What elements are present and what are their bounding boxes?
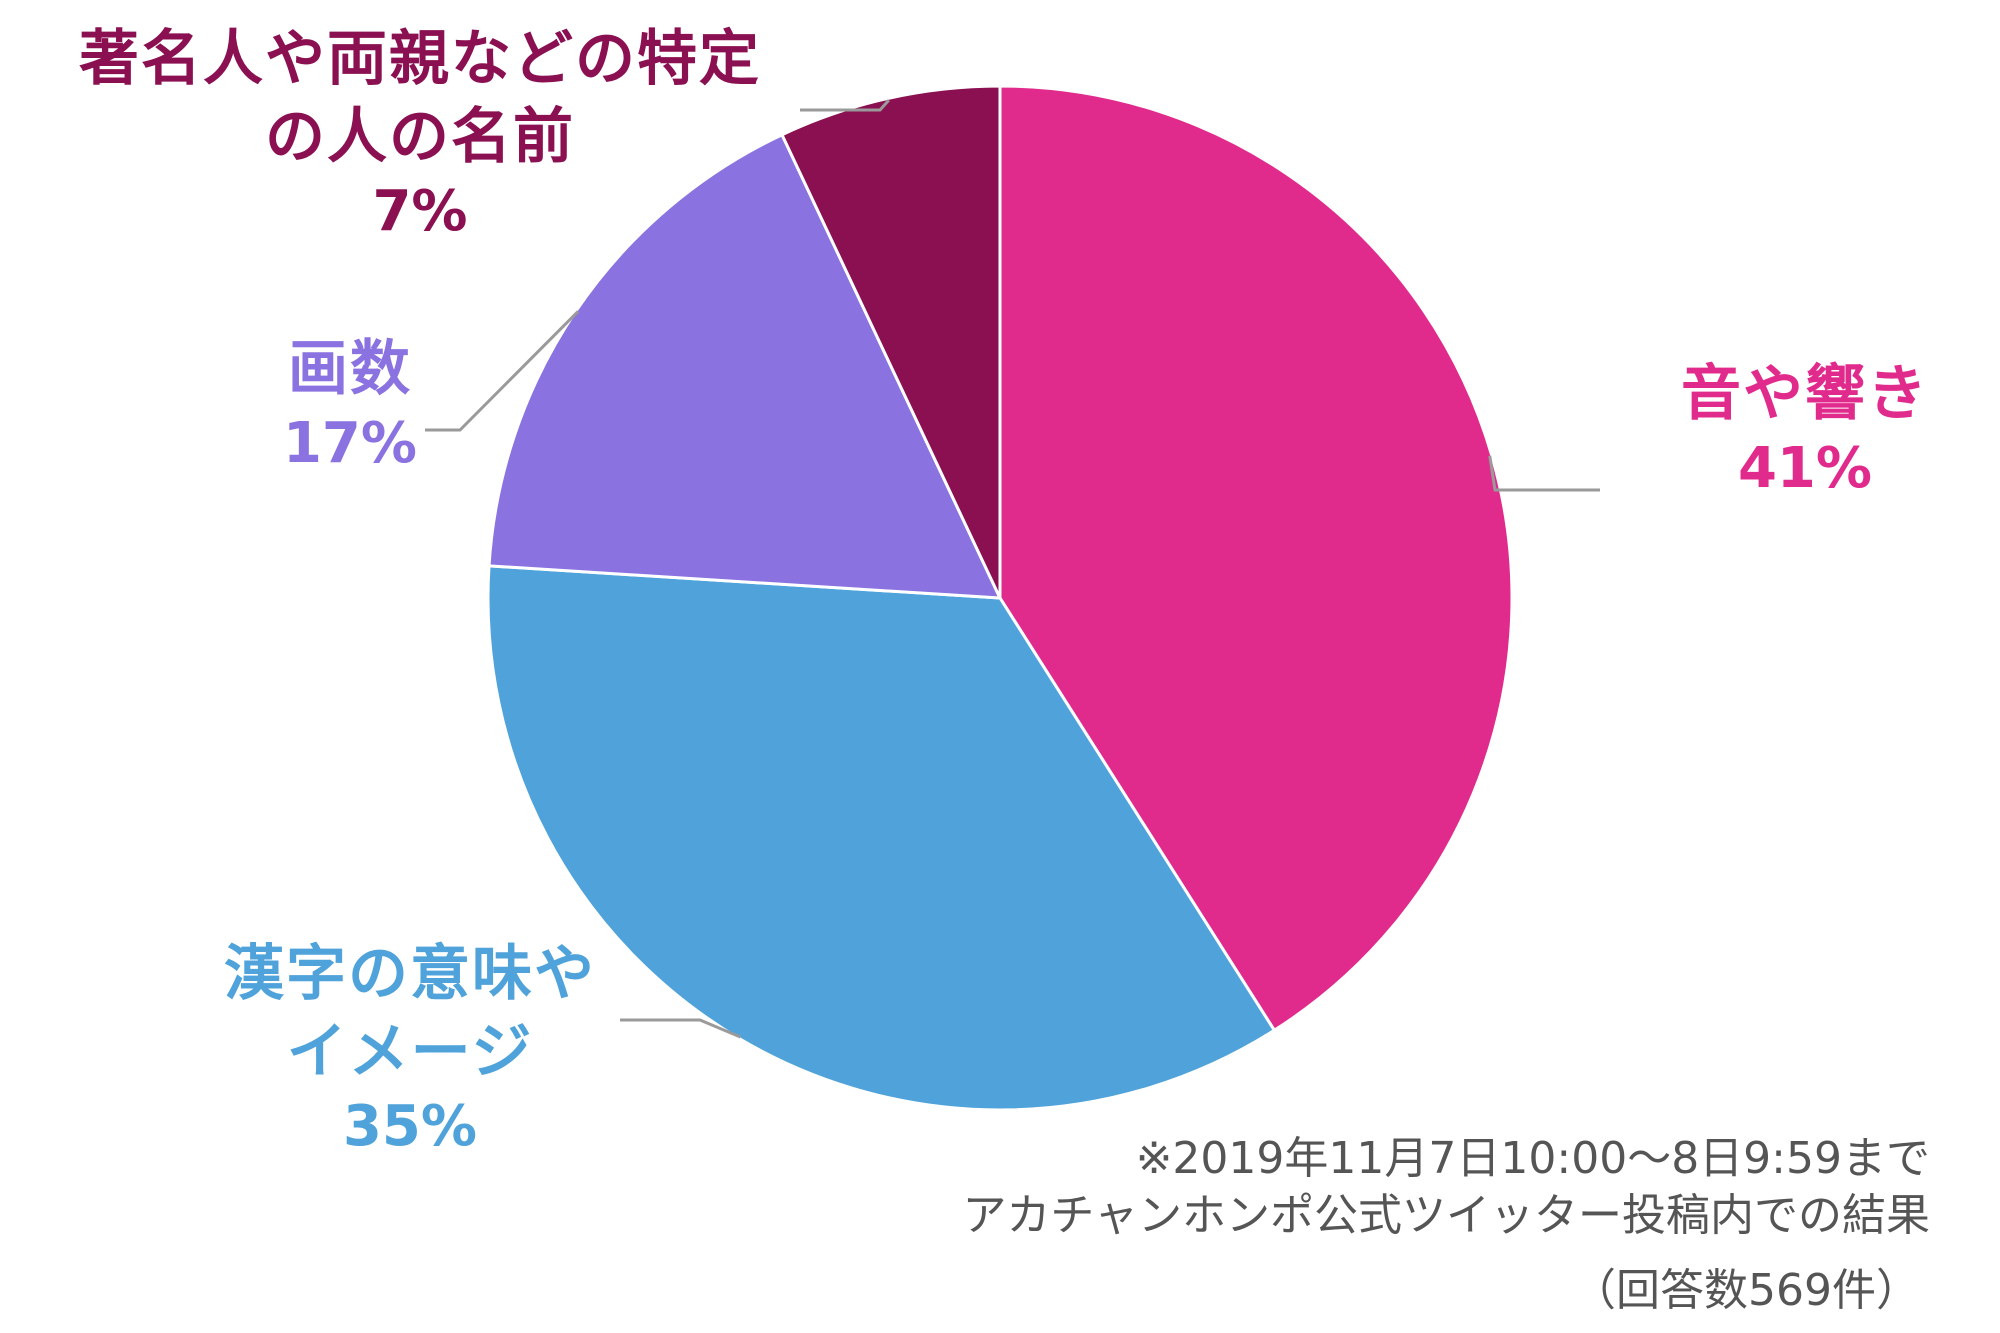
slice-label-strokes-value: 17% — [282, 411, 418, 476]
survey-note: ※2019年11月7日10:00～8日9:59まで アカチャンホンポ公式ツイッタ… — [962, 1130, 1930, 1320]
slice-label-kanji-meaning: 漢字の意味や イメージ 35% — [170, 935, 650, 1164]
leader-line-strokes — [425, 310, 580, 432]
pie-slice-specific-person — [780, 84, 1002, 599]
pie-slice-kanji-meaning — [486, 564, 1277, 1112]
slice-label-specific-person-value: 7% — [372, 179, 468, 244]
slice-label-sound-value: 41% — [1737, 436, 1873, 501]
leader-line-specific-person — [800, 99, 890, 112]
slice-label-specific-person-name-1: 著名人や両親などの特定 — [79, 24, 761, 94]
pie-slice-sound — [998, 84, 1514, 1033]
slice-label-kanji-meaning-value: 35% — [342, 1094, 478, 1159]
slice-label-specific-person-name-2: の人の名前 — [265, 102, 575, 172]
survey-note-period: ※2019年11月7日10:00～8日9:59まで — [1135, 1133, 1930, 1184]
leader-line-kanji-meaning — [620, 1018, 741, 1039]
survey-note-source: アカチャンホンポ公式ツイッター投稿内での結果 — [962, 1190, 1930, 1242]
slice-label-sound-name: 音や響き — [1681, 359, 1929, 429]
leader-line-sound — [1488, 455, 1600, 492]
slice-label-strokes: 画数 17% — [255, 330, 445, 481]
survey-note-count: （回答数569件） — [1572, 1265, 1920, 1317]
slice-label-specific-person: 著名人や両親などの特定 の人の名前 7% — [20, 20, 820, 249]
slice-label-kanji-meaning-name-2: イメージ — [286, 1017, 534, 1087]
pie-slice-strokes — [487, 132, 1003, 600]
slice-label-strokes-name: 画数 — [288, 334, 412, 404]
slice-label-sound: 音や響き 41% — [1640, 355, 1970, 506]
slice-label-kanji-meaning-name-1: 漢字の意味や — [224, 939, 596, 1009]
